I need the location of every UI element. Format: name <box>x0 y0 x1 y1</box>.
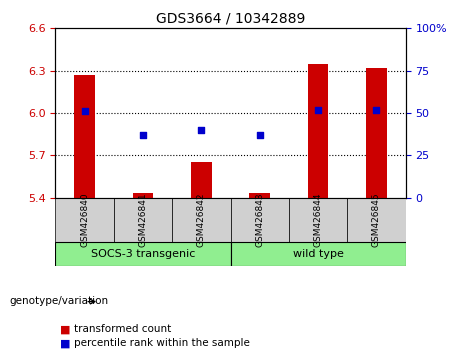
Text: percentile rank within the sample: percentile rank within the sample <box>74 338 250 348</box>
Bar <box>308 64 328 198</box>
Text: genotype/variation: genotype/variation <box>9 296 108 306</box>
Text: GSM426841: GSM426841 <box>138 193 148 247</box>
FancyBboxPatch shape <box>114 198 172 242</box>
Text: SOCS-3 transgenic: SOCS-3 transgenic <box>91 249 195 259</box>
FancyBboxPatch shape <box>347 198 406 242</box>
FancyArrowPatch shape <box>88 299 95 304</box>
Text: wild type: wild type <box>293 249 343 259</box>
Bar <box>133 194 153 198</box>
FancyBboxPatch shape <box>230 242 406 266</box>
Title: GDS3664 / 10342889: GDS3664 / 10342889 <box>156 12 305 26</box>
Text: GSM426840: GSM426840 <box>80 193 89 247</box>
Point <box>81 108 88 114</box>
FancyBboxPatch shape <box>289 198 347 242</box>
Text: ■: ■ <box>60 324 71 334</box>
Bar <box>366 68 387 198</box>
Point <box>139 132 147 138</box>
Point <box>314 107 322 113</box>
FancyBboxPatch shape <box>55 198 114 242</box>
FancyBboxPatch shape <box>230 198 289 242</box>
Bar <box>249 194 270 198</box>
Text: ■: ■ <box>60 338 71 348</box>
Text: GSM426844: GSM426844 <box>313 193 323 247</box>
Text: GSM426845: GSM426845 <box>372 193 381 247</box>
Bar <box>191 162 212 198</box>
Point <box>373 107 380 113</box>
FancyBboxPatch shape <box>172 198 230 242</box>
FancyBboxPatch shape <box>55 242 230 266</box>
Text: GSM426843: GSM426843 <box>255 193 264 247</box>
Bar <box>74 75 95 198</box>
Point <box>198 127 205 133</box>
Text: GSM426842: GSM426842 <box>197 193 206 247</box>
Text: transformed count: transformed count <box>74 324 171 334</box>
Point <box>256 132 263 138</box>
